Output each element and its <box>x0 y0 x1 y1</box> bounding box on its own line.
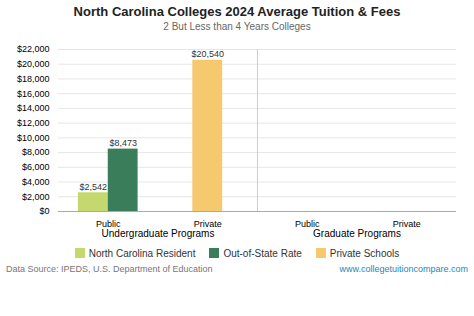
html-text:Private Schools: Private Schools <box>329 248 400 259</box>
html-text:2 But Less than 4 Years Colleg: 2 But Less than 4 Years Colleges <box>163 21 311 32</box>
svg-text:$8,473: $8,473 <box>109 138 137 148</box>
svg-text:$2,542: $2,542 <box>80 182 108 192</box>
svg-text:$18,000: $18,000 <box>17 74 50 84</box>
svg-text:Private: Private <box>193 218 222 229</box>
svg-text:$20,540: $20,540 <box>191 49 224 59</box>
svg-text:$6,000: $6,000 <box>22 162 50 172</box>
svg-text:Public: Public <box>295 218 320 229</box>
svg-text:Public: Public <box>96 218 121 229</box>
html-text:North Carolina Colleges 2024 A: North Carolina Colleges 2024 Average Tui… <box>73 4 401 19</box>
svg-text:$16,000: $16,000 <box>17 89 50 99</box>
svg-text:Undergraduate Programs: Undergraduate Programs <box>102 228 215 239</box>
svg-text:$20,000: $20,000 <box>17 59 50 69</box>
svg-text:$4,000: $4,000 <box>22 177 50 187</box>
html-text:North Carolina Resident: North Carolina Resident <box>88 248 196 259</box>
html-text:Out-of-State Rate: Out-of-State Rate <box>223 248 302 259</box>
svg-text:$14,000: $14,000 <box>17 103 50 113</box>
svg-text:$10,000: $10,000 <box>17 133 50 143</box>
svg-text:Private: Private <box>392 218 421 229</box>
svg-text:$22,000: $22,000 <box>17 44 50 54</box>
svg-text:$0: $0 <box>39 206 49 216</box>
html-text:Data Source: IPEDS, U.S. Depar: Data Source: IPEDS, U.S. Department of E… <box>6 264 213 274</box>
svg-text:$2,000: $2,000 <box>22 192 50 202</box>
svg-text:Graduate Programs: Graduate Programs <box>313 228 401 239</box>
svg-text:$12,000: $12,000 <box>17 118 50 128</box>
svg-text:$8,000: $8,000 <box>22 147 50 157</box>
html-text:www.collegetuitioncompare.com: www.collegetuitioncompare.com <box>339 264 468 274</box>
